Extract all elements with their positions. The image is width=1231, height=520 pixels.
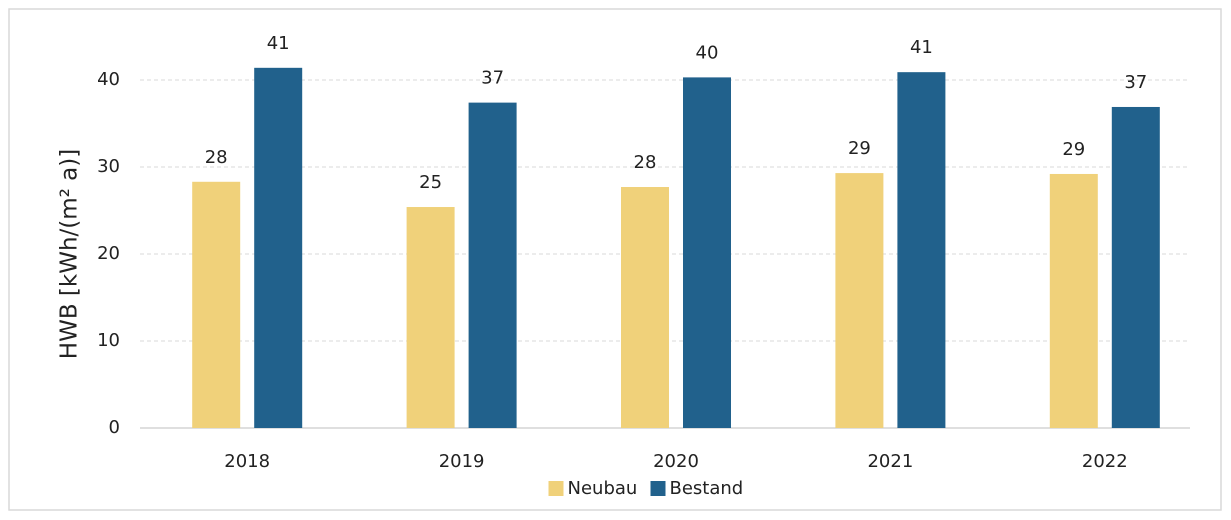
y-tick-label: 30: [97, 156, 120, 177]
y-tick-label: 20: [97, 243, 120, 264]
y-tick-label: 0: [109, 417, 120, 438]
bar: [468, 102, 517, 429]
data-label: 28: [205, 147, 228, 168]
data-label: 28: [634, 152, 657, 173]
y-tick-label: 40: [97, 69, 120, 90]
legend-label: Bestand: [670, 478, 744, 499]
data-label: 25: [419, 172, 442, 193]
data-label: 29: [848, 138, 871, 159]
data-label: 41: [910, 37, 933, 58]
y-tick-label: 10: [97, 330, 120, 351]
legend-label: Neubau: [568, 478, 638, 499]
bar: [835, 173, 884, 428]
bar: [254, 67, 303, 428]
x-tick-label: 2020: [653, 451, 699, 472]
bar: [683, 77, 731, 428]
bar: [192, 181, 241, 428]
bar: [897, 72, 946, 429]
x-tick-label: 2018: [224, 451, 270, 472]
data-label: 40: [696, 42, 719, 63]
legend-swatch: [548, 481, 564, 496]
x-tick-label: 2019: [439, 451, 485, 472]
bar: [406, 207, 455, 428]
legend-swatch: [650, 481, 666, 496]
data-label: 29: [1062, 139, 1085, 160]
bar: [1111, 106, 1160, 428]
data-label: 37: [1124, 72, 1147, 93]
chart-frame: [8, 8, 1222, 511]
bar: [1049, 173, 1098, 428]
y-axis-label: HWB [kWh/(m² a)]: [57, 149, 83, 359]
x-tick-label: 2021: [867, 451, 913, 472]
data-label: 37: [481, 68, 504, 89]
x-tick-label: 2022: [1082, 451, 1128, 472]
bar: [621, 187, 669, 428]
data-label: 41: [267, 33, 290, 54]
